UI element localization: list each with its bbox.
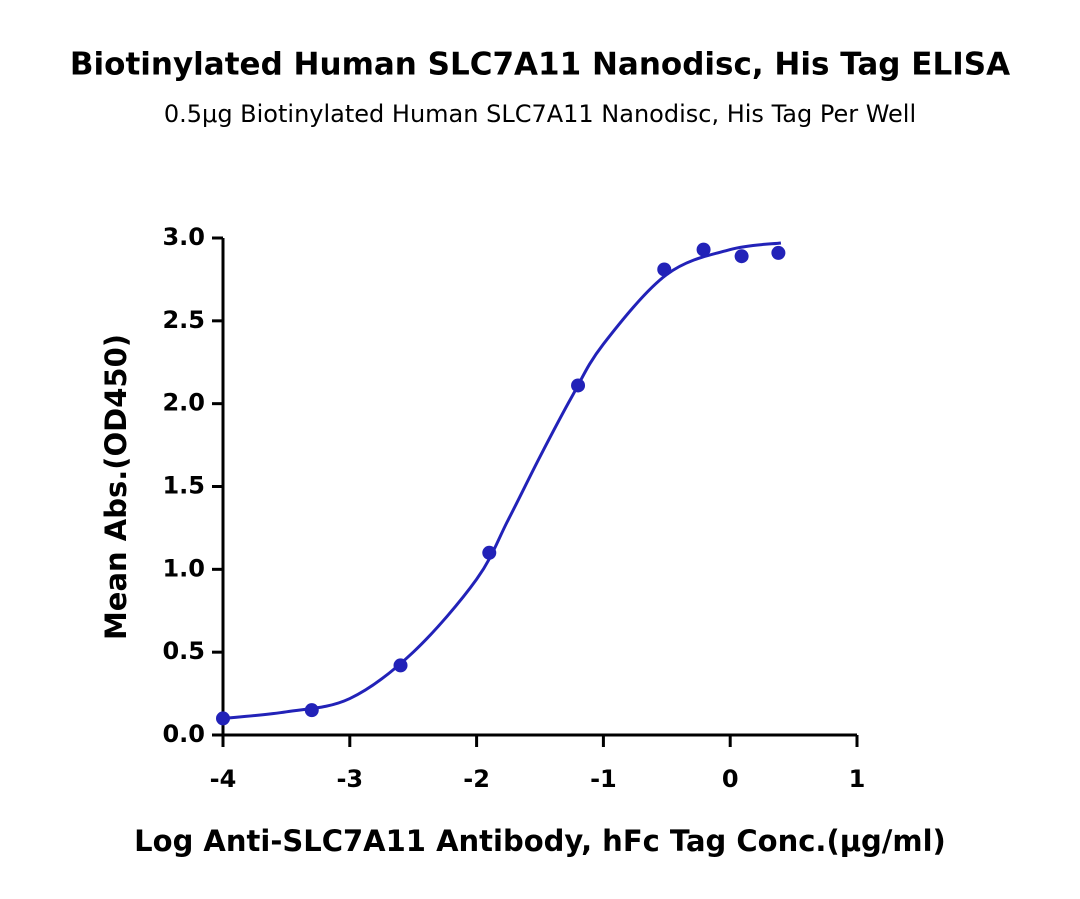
x-tick-label: 1	[849, 765, 866, 793]
chart-title: Biotinylated Human SLC7A11 Nanodisc, His…	[70, 47, 1010, 83]
x-tick-label: -1	[590, 765, 617, 793]
y-axis-label: Mean Abs.(OD450)	[99, 334, 133, 640]
data-point	[734, 249, 749, 264]
y-tick-label: 0.0	[162, 720, 205, 748]
chart-subtitle: 0.5μg Biotinylated Human SLC7A11 Nanodis…	[164, 100, 916, 128]
y-tick-label: 3.0	[162, 223, 205, 251]
y-tick-label: 1.5	[162, 472, 205, 500]
fit-curve	[222, 241, 782, 720]
y-tick-label: 1.0	[162, 554, 205, 582]
x-axis-label: Log Anti-SLC7A11 Antibody, hFc Tag Conc.…	[134, 824, 946, 858]
y-tick-label: 2.0	[162, 389, 205, 417]
x-tick-label: -2	[463, 765, 490, 793]
y-tick-label: 2.5	[162, 306, 205, 334]
x-tick-label: 0	[722, 765, 739, 793]
data-point	[696, 242, 711, 257]
x-tick-label: -4	[210, 765, 237, 793]
data-point	[771, 245, 786, 260]
x-tick-label: -3	[336, 765, 363, 793]
y-tick-label: 0.5	[162, 637, 205, 665]
